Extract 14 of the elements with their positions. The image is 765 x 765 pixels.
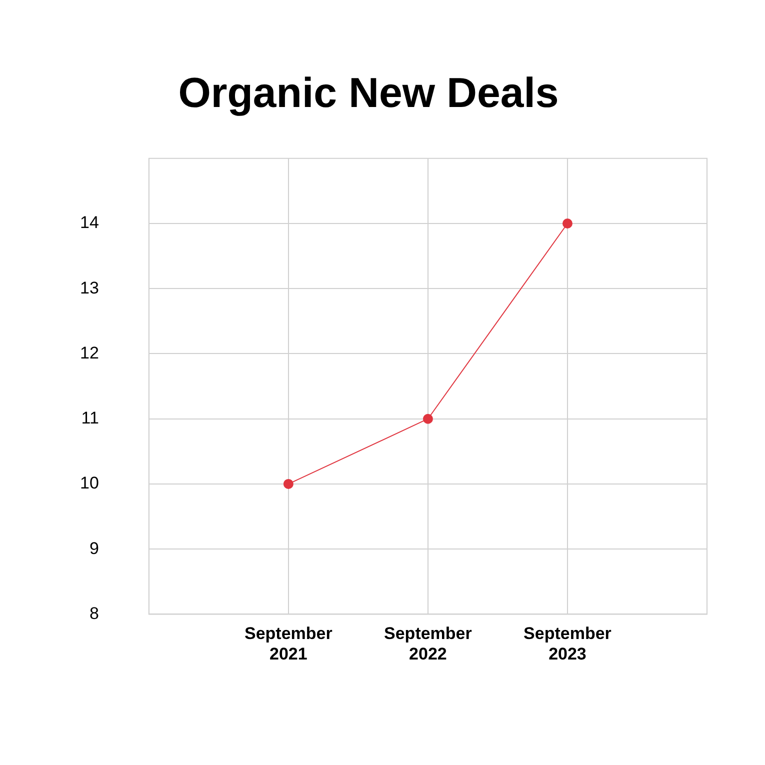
x-tick-label: September 2021 <box>244 624 333 664</box>
y-tick-label: 11 <box>81 408 99 428</box>
point <box>422 414 433 424</box>
y-tick-label: 9 <box>89 538 99 558</box>
x-tick-label: September 2023 <box>524 624 612 664</box>
y-tick-label: 8 <box>89 604 99 623</box>
y-tick-label: 12 <box>80 343 99 362</box>
y-tick-label: 10 <box>80 474 99 493</box>
x-tick-label: September 2022 <box>384 624 472 664</box>
point <box>283 478 294 489</box>
point <box>562 218 572 229</box>
y-tick-label: 14 <box>80 213 99 232</box>
y-tick-label: 13 <box>80 278 99 298</box>
chart-title: Organic New Deals <box>178 68 559 116</box>
